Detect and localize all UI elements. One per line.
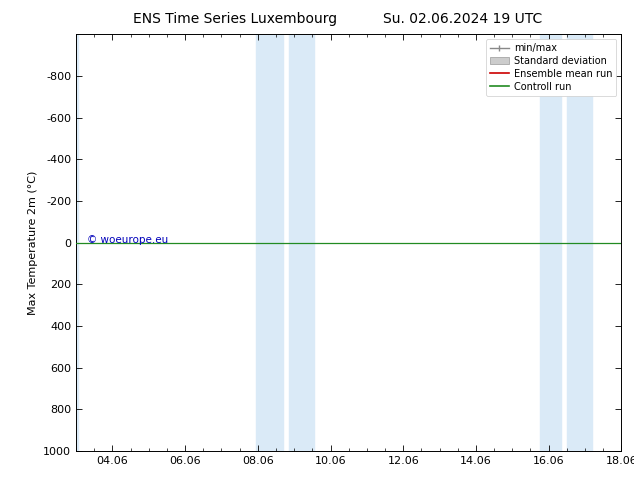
Y-axis label: Max Temperature 2m (°C): Max Temperature 2m (°C) (28, 171, 37, 315)
Bar (540, 34, 561, 451)
Text: © woeurope.eu: © woeurope.eu (87, 236, 168, 245)
Bar (288, 34, 314, 451)
Text: ENS Time Series Luxembourg: ENS Time Series Luxembourg (133, 12, 337, 26)
Legend: min/max, Standard deviation, Ensemble mean run, Controll run: min/max, Standard deviation, Ensemble me… (486, 39, 616, 96)
Bar (58, 34, 78, 451)
Bar (256, 34, 283, 451)
Bar (567, 34, 592, 451)
Text: Su. 02.06.2024 19 UTC: Su. 02.06.2024 19 UTC (383, 12, 543, 26)
